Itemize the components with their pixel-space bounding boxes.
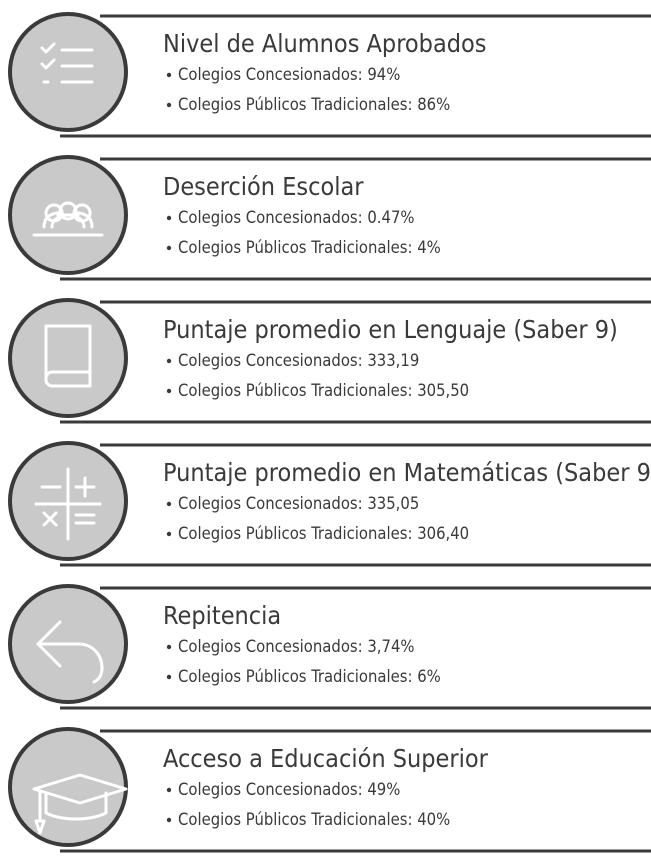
info-row: Puntaje promedio en Matemáticas (Saber 9… [8,441,651,567]
icon-shape [36,620,104,684]
bullet-dot [166,72,172,78]
info-row: Repitencia Colegios Concesionados: 3,74% C… [8,584,651,710]
bullet-text: Colegios Públicos Tradicionales: 305,50 [178,381,469,400]
icon-shape [44,324,92,388]
bullet-text: Colegios Públicos Tradicionales: 4% [178,238,441,257]
icon [32,201,104,237]
icon-circle [8,12,128,132]
bullet-text: Colegios Concesionados: 335,05 [178,494,419,513]
bullet-dot [166,215,172,221]
icon [34,467,102,541]
icon [32,773,128,835]
icon [36,620,104,684]
bullet-dot [166,531,172,537]
bullet-dot [166,674,172,680]
bullet-dot [166,245,172,251]
bullet-dot [166,388,172,394]
info-row: Deserción Escolar Colegios Concesionados:… [8,155,651,281]
info-row: Acceso a Educación Superior Colegios Conc… [8,727,651,853]
bullet-text: Colegios Concesionados: 3,74% [178,637,415,656]
icon [44,324,92,388]
bullet-text: Colegios Públicos Tradicionales: 6% [178,667,441,686]
row-title: Deserción Escolar [163,172,364,201]
bullet-text: Colegios Públicos Tradicionales: 306,40 [178,524,469,543]
icon-shape [32,201,104,237]
icon-shape [34,467,102,541]
info-row: Nivel de Alumnos Aprobados Colegios Conce… [8,12,651,138]
row-title: Puntaje promedio en Matemáticas (Saber 9… [163,458,651,487]
bullet-dot [166,102,172,108]
bullet-text: Colegios Públicos Tradicionales: 40% [178,810,450,829]
bullet-dot [166,787,172,793]
row-title: Puntaje promedio en Lenguaje (Saber 9) [163,315,618,344]
bullet-dot [166,644,172,650]
bullet-text: Colegios Concesionados: 94% [178,65,400,84]
icon-shape [40,42,94,84]
bullet-text: Colegios Concesionados: 49% [178,780,400,799]
info-row: Puntaje promedio en Lenguaje (Saber 9) Co… [8,298,651,424]
row-title: Nivel de Alumnos Aprobados [163,29,487,58]
bullet-text: Colegios Concesionados: 333,19 [178,351,419,370]
row-title: Acceso a Educación Superior [163,744,489,773]
bullet-dot [166,501,172,507]
bullet-dot [166,358,172,364]
icon-circle [8,298,128,418]
row-title: Repitencia [163,601,281,630]
icon [40,42,94,84]
bullet-text: Colegios Públicos Tradicionales: 86% [178,95,450,114]
icon-circle [8,727,128,847]
icon-shape [32,773,128,835]
bullet-dot [166,817,172,823]
bullet-text: Colegios Concesionados: 0.47% [178,208,415,227]
